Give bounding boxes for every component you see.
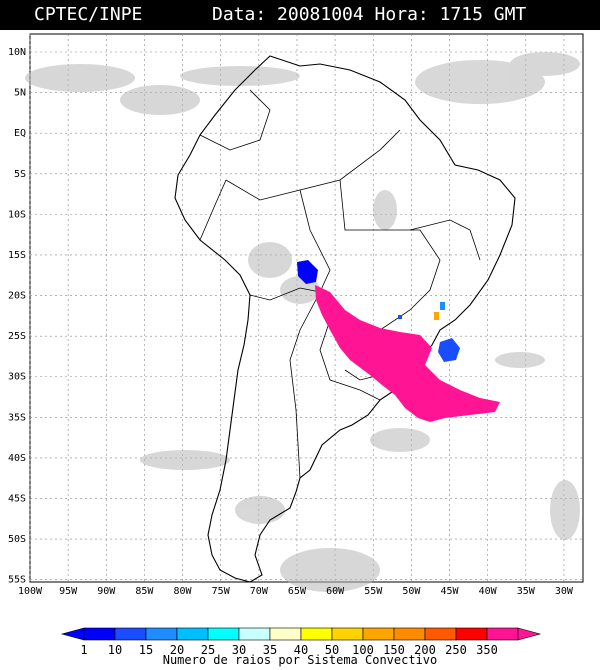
map-frame — [29, 33, 584, 583]
lon-tick-label: 55W — [364, 586, 383, 597]
south-america-outline — [174, 55, 516, 583]
lat-tick-label: 20S — [8, 291, 26, 302]
lat-tick-label: 45S — [8, 494, 26, 505]
legend-value-label: 100 — [352, 643, 374, 657]
lon-tick-label: 35W — [517, 586, 536, 597]
legend-swatch — [207, 627, 240, 641]
lat-tick-label: 25S — [8, 331, 26, 342]
legend-value-label: 30 — [232, 643, 246, 657]
lon-tick-label: 70W — [250, 586, 269, 597]
legend-swatch — [486, 627, 519, 641]
legend-value-label: 35 — [263, 643, 277, 657]
legend-value-label: 20 — [170, 643, 184, 657]
lat-tick-label: 5N — [14, 88, 26, 99]
lat-tick-label: 50S — [8, 534, 26, 545]
legend-value-label: 1 — [80, 643, 87, 657]
legend-swatch — [424, 627, 457, 641]
lon-tick-label: 40W — [479, 586, 498, 597]
legend-swatch — [331, 627, 364, 641]
legend-swatch — [145, 627, 178, 641]
lon-tick-label: 30W — [555, 586, 574, 597]
legend-arrow-right — [517, 627, 542, 641]
lon-tick-label: 80W — [174, 586, 193, 597]
legend-value-label: 200 — [414, 643, 436, 657]
legend-swatch — [238, 627, 271, 641]
convective-system-bolivia — [297, 260, 318, 284]
legend-swatch — [455, 627, 488, 641]
convective-systems — [297, 260, 500, 422]
lon-tick-label: 65W — [288, 586, 307, 597]
lat-tick-label: 55S — [8, 575, 26, 586]
lon-tick-label: 60W — [326, 586, 345, 597]
legend-value-label: 10 — [108, 643, 122, 657]
convective-system-atlantic — [438, 338, 460, 362]
lat-tick-label: 30S — [8, 372, 26, 383]
legend-value-label: 15 — [139, 643, 153, 657]
legend-swatch — [83, 627, 116, 641]
lat-tick-label: 35S — [8, 412, 26, 423]
legend-value-label: 50 — [325, 643, 339, 657]
legend-swatch — [393, 627, 426, 641]
convective-system-small-3 — [398, 315, 402, 319]
lat-tick-label: 10N — [8, 47, 26, 58]
legend-value-label: 25 — [201, 643, 215, 657]
legend-value-label: 350 — [476, 643, 498, 657]
legend-title: Numero de raios por Sistema Convectivo — [163, 653, 438, 667]
convective-system-small-2 — [434, 312, 439, 320]
lat-tick-label: 40S — [8, 453, 26, 464]
lat-tick-label: 5S — [14, 169, 26, 180]
map-grid — [29, 34, 583, 582]
color-legend: 1 10 15 20 25 30 35 40 50 100 150 200 250 350 Numero … — [60, 627, 542, 667]
source-label: CPTEC/INPE — [34, 4, 143, 25]
legend-swatch — [362, 627, 395, 641]
lon-tick-label: 45W — [440, 586, 459, 597]
lon-tick-label: 95W — [59, 586, 78, 597]
map-panel: 10N 5N EQ 5S 10S 15S 20S 25S 30S 35S 40S 45S 50S 55S1… — [8, 33, 584, 597]
legend-swatch — [269, 627, 302, 641]
satellite-cloud-cover — [25, 52, 580, 592]
lon-tick-label: 50W — [402, 586, 421, 597]
lat-tick-label: 15S — [8, 250, 26, 261]
legend-swatch — [300, 627, 333, 641]
legend-value-label: 250 — [445, 643, 467, 657]
lon-tick-label: 85W — [135, 586, 154, 597]
convective-system-main — [315, 285, 500, 422]
lat-tick-label: EQ — [14, 128, 26, 139]
legend-value-label: 40 — [294, 643, 308, 657]
legend-swatch — [176, 627, 209, 641]
lon-tick-label: 90W — [97, 586, 116, 597]
convective-system-small-1 — [440, 302, 445, 310]
datetime-label: Data: 20081004 Hora: 1715 GMT — [212, 4, 527, 25]
legend-value-label: 150 — [383, 643, 405, 657]
legend-arrow-left — [60, 627, 85, 641]
lon-tick-label: 75W — [212, 586, 231, 597]
legend-swatch — [114, 627, 147, 641]
lon-tick-label: 100W — [18, 586, 43, 597]
lat-tick-label: 10S — [8, 209, 26, 220]
title-bar: CPTEC/INPE Data: 20081004 Hora: 1715 GMT — [0, 0, 600, 30]
